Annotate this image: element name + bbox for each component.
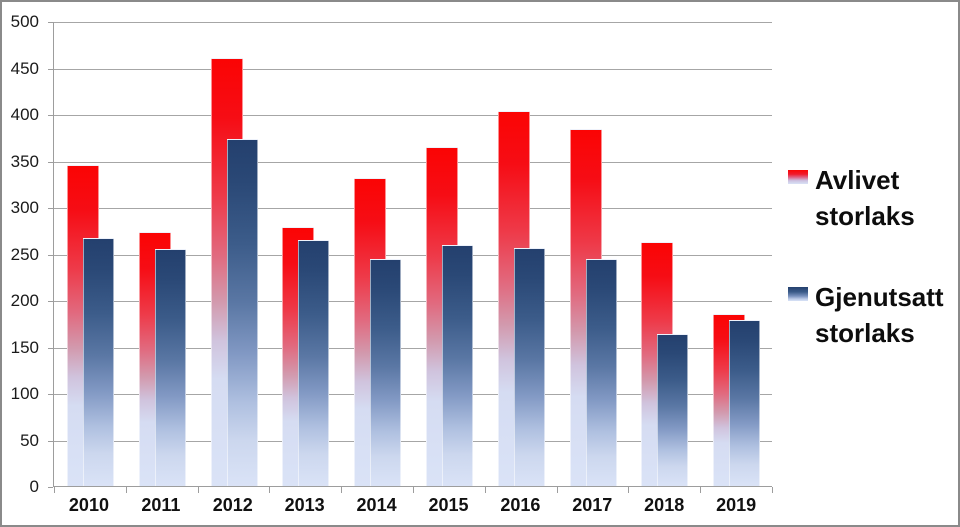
y-axis-label-350: 350 bbox=[10, 151, 39, 171]
y-tick-200 bbox=[48, 301, 53, 302]
x-axis-label-2018: 2018 bbox=[644, 495, 685, 515]
legend-swatch-avlivet-icon bbox=[788, 170, 808, 184]
gridline-500 bbox=[54, 22, 772, 23]
y-axis-label-150: 150 bbox=[10, 337, 39, 357]
y-axis-label-50: 50 bbox=[20, 430, 39, 450]
y-axis-label-300: 300 bbox=[10, 198, 39, 217]
y-axis-label-450: 450 bbox=[10, 58, 39, 78]
y-axis-label-400: 400 bbox=[10, 105, 39, 124]
y-tick-350 bbox=[48, 161, 53, 163]
y-axis-label-100: 100 bbox=[10, 384, 39, 403]
gridline-200 bbox=[54, 301, 772, 302]
x-axis-label-2017: 2017 bbox=[572, 495, 613, 515]
gridline-150 bbox=[54, 347, 772, 349]
x-tick-10 bbox=[772, 487, 773, 493]
x-axis-label-2010: 2010 bbox=[68, 495, 109, 515]
x-axis-label-2013: 2013 bbox=[284, 495, 325, 515]
x-tick-3 bbox=[269, 487, 271, 493]
y-axis-label-0: 0 bbox=[29, 477, 39, 496]
x-tick-4 bbox=[341, 487, 343, 493]
y-tick-500 bbox=[48, 22, 53, 23]
x-tick-0 bbox=[54, 487, 55, 493]
y-axis-label-200: 200 bbox=[10, 291, 39, 310]
gridline-250 bbox=[54, 254, 772, 256]
category-cell-2015 bbox=[413, 22, 485, 486]
legend-item-gjenutsatt: Gjenutsatt storlaks bbox=[788, 279, 958, 351]
x-axis-label-2014: 2014 bbox=[356, 495, 397, 515]
category-cell-2019 bbox=[700, 22, 772, 486]
y-axis: 500 450 400 350 300 250 200 150 100 50 0 bbox=[2, 2, 46, 525]
y-tick-450 bbox=[48, 68, 53, 70]
x-tick-5 bbox=[413, 487, 414, 493]
category-cell-2014 bbox=[341, 22, 413, 486]
x-tick-8 bbox=[628, 487, 630, 493]
bar-gjenutsatt-2019 bbox=[729, 319, 761, 486]
y-tick-150 bbox=[48, 347, 53, 349]
x-axis-label-2016: 2016 bbox=[500, 495, 541, 515]
gridline-50 bbox=[54, 440, 772, 442]
y-tick-250 bbox=[48, 254, 53, 256]
gridline-100 bbox=[54, 394, 772, 395]
x-tick-2 bbox=[197, 487, 199, 493]
category-cell-2011 bbox=[126, 22, 198, 486]
category-cell-2012 bbox=[198, 22, 270, 486]
bar-gjenutsatt-2013 bbox=[298, 239, 330, 486]
y-axis-label-250: 250 bbox=[10, 244, 39, 264]
y-tick-100 bbox=[48, 394, 53, 395]
bar-gjenutsatt-2012 bbox=[226, 139, 258, 486]
category-cell-2016 bbox=[485, 22, 557, 486]
x-axis-label-2012: 2012 bbox=[212, 495, 253, 515]
gridline-300 bbox=[54, 208, 772, 209]
bar-gjenutsatt-2016 bbox=[513, 247, 545, 486]
legend-label-avlivet: Avlivet storlaks bbox=[815, 165, 915, 231]
legend-item-avlivet: Avlivet storlaks bbox=[788, 162, 958, 234]
gridline-450 bbox=[54, 68, 772, 70]
category-cell-2017 bbox=[557, 22, 629, 486]
bar-gjenutsatt-2015 bbox=[441, 245, 473, 486]
bar-gjenutsatt-2014 bbox=[370, 259, 402, 486]
y-axis-label-500: 500 bbox=[10, 12, 39, 31]
x-tick-9 bbox=[700, 487, 702, 493]
gridline-400 bbox=[54, 115, 772, 116]
plot-area bbox=[48, 22, 773, 493]
category-cell-2010 bbox=[54, 22, 126, 486]
bar-gjenutsatt-2018 bbox=[657, 334, 689, 486]
bar-cells bbox=[54, 22, 772, 486]
x-tick-1 bbox=[125, 487, 127, 493]
gridline-350 bbox=[54, 161, 772, 163]
x-axis-label-2011: 2011 bbox=[141, 495, 181, 515]
legend-label-gjenutsatt: Gjenutsatt storlaks bbox=[815, 282, 944, 348]
bar-gjenutsatt-2017 bbox=[585, 259, 617, 486]
bar-gjenutsatt-2010 bbox=[83, 237, 114, 486]
y-tick-400 bbox=[48, 115, 53, 116]
x-tick-6 bbox=[484, 487, 486, 493]
x-axis: 2010 2011 2012 2013 2014 2015 2016 2017 2018 2019 bbox=[53, 495, 772, 516]
x-axis-label-2019: 2019 bbox=[716, 495, 757, 515]
y-tick-0 bbox=[48, 487, 53, 488]
y-tick-50 bbox=[48, 440, 53, 442]
y-tick-300 bbox=[48, 208, 53, 209]
bar-gjenutsatt-2011 bbox=[154, 248, 186, 486]
category-cell-2013 bbox=[269, 22, 341, 486]
category-cell-2018 bbox=[628, 22, 700, 486]
x-tick-7 bbox=[556, 487, 558, 493]
legend-swatch-gjenutsatt-icon bbox=[788, 287, 808, 301]
x-axis-label-2015: 2015 bbox=[428, 495, 469, 515]
